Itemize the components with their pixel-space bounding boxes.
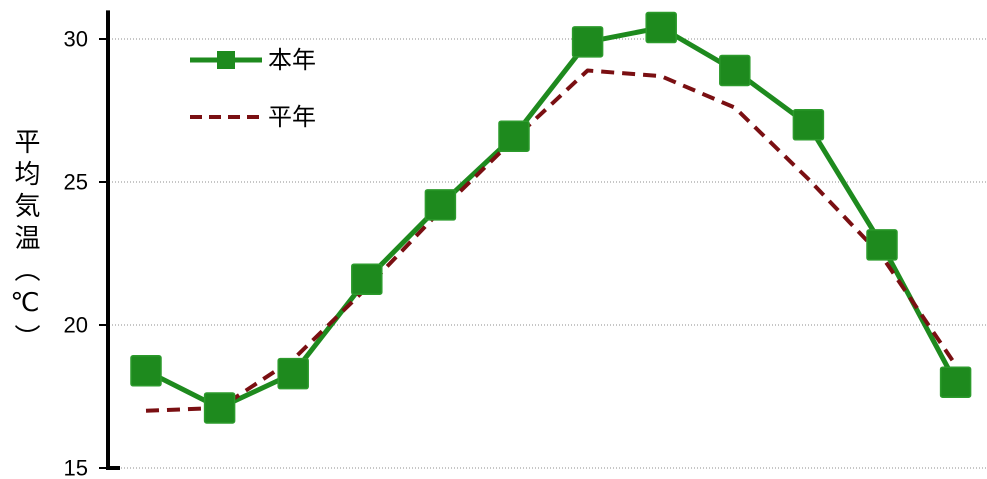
series-0-point	[277, 357, 309, 390]
series-0-point	[571, 26, 604, 58]
y-tick-label: 20	[64, 313, 88, 338]
series-0-point	[424, 189, 457, 221]
legend-label: 平年	[268, 103, 316, 131]
series-0-point	[351, 263, 383, 295]
y-axis-label: 平均気温（℃）	[10, 128, 40, 356]
series-0-point	[792, 109, 825, 141]
series-0-line	[144, 25, 958, 411]
series-0-point	[719, 54, 751, 87]
series-0-point	[866, 229, 898, 261]
series-lines	[144, 25, 958, 413]
legend-item-series-1: 平年	[190, 103, 316, 131]
series-0-point	[498, 120, 530, 152]
y-axis: 15 20 25 30	[64, 10, 120, 479]
legend-square-marker-icon	[217, 51, 235, 69]
y-tick-label: 15	[64, 456, 88, 479]
series-0-point	[645, 11, 677, 44]
legend-item-series-0: 本年	[190, 46, 316, 74]
series-0-point	[130, 355, 162, 387]
gridlines	[112, 38, 987, 469]
series-markers	[130, 11, 972, 424]
y-tick-label: 30	[64, 27, 88, 52]
legend: 本年 平年	[190, 46, 316, 131]
y-tick-label: 25	[64, 170, 88, 195]
series-0-point	[203, 392, 236, 424]
legend-label: 本年	[268, 46, 316, 74]
series-0-point	[939, 366, 972, 398]
